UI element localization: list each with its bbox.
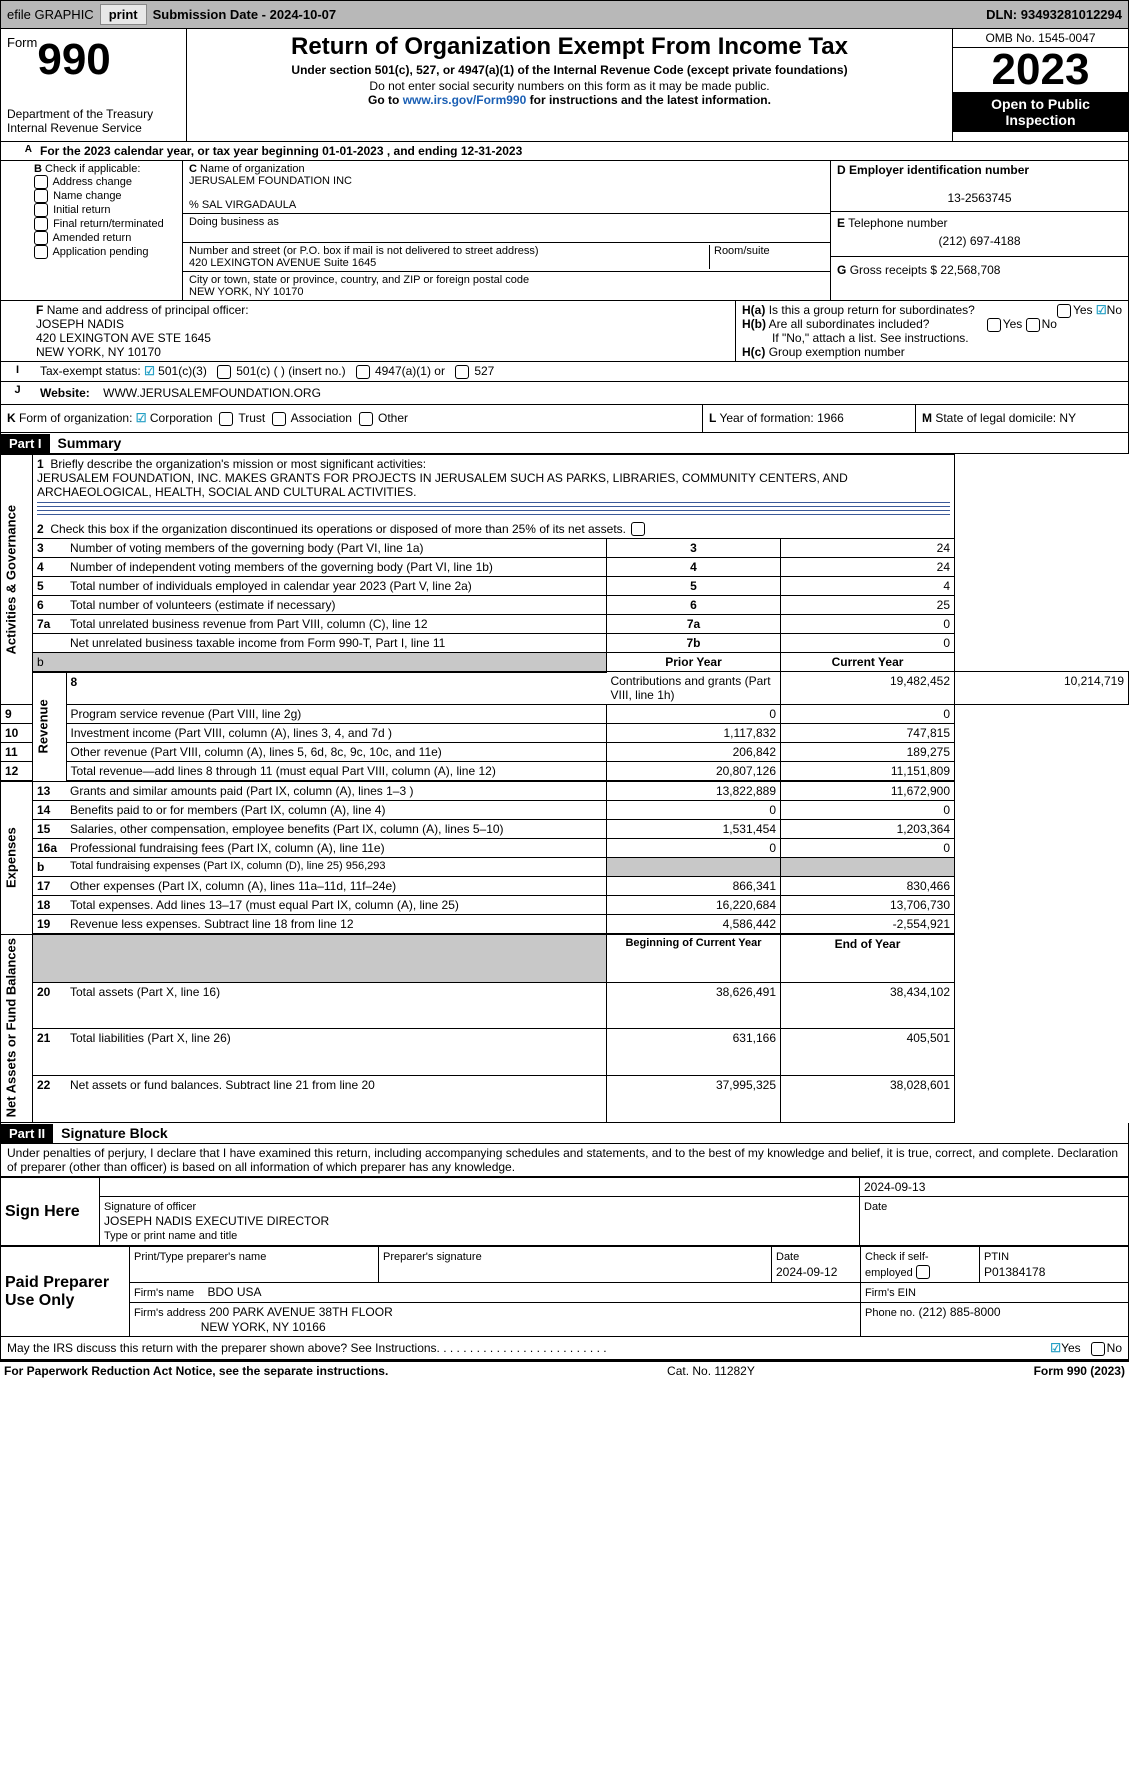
page-footer: For Paperwork Reduction Act Notice, see …: [0, 1360, 1129, 1380]
checkbox-501c[interactable]: [217, 365, 231, 379]
paid-preparer-table: Paid Preparer Use Only Print/Type prepar…: [0, 1246, 1129, 1337]
form-title-box: Return of Organization Exempt From Incom…: [187, 29, 952, 141]
checkbox-amended[interactable]: [34, 231, 48, 245]
checkbox-hb-no[interactable]: [1026, 318, 1040, 332]
form-id-box: Form990 Department of the Treasury Inter…: [1, 29, 187, 141]
left-margin: [0, 161, 30, 301]
section-j: Website: WWW.JERUSALEMFOUNDATION.ORG: [34, 382, 1129, 405]
city-state-zip: NEW YORK, NY 10170: [189, 286, 304, 298]
checkbox-discuss-no[interactable]: [1091, 1342, 1105, 1356]
sign-date: 2024-09-13: [860, 1178, 1129, 1197]
footer-right: Form 990 (2023): [1034, 1364, 1125, 1378]
section-i: Tax-exempt status: ☑ 501(c)(3) 501(c) ( …: [34, 362, 1129, 382]
may-discuss: May the IRS discuss this return with the…: [0, 1337, 1129, 1360]
sign-here-label: Sign Here: [1, 1178, 100, 1246]
form-subtitle: Under section 501(c), 527, or 4947(a)(1)…: [195, 63, 944, 77]
phone-value: (212) 697-4188: [837, 230, 1122, 252]
side-governance: Activities & Governance: [1, 454, 33, 705]
line-a: For the 2023 calendar year, or tax year …: [34, 142, 1129, 161]
checkbox-initial-return[interactable]: [34, 203, 48, 217]
footer-cat: Cat. No. 11282Y: [667, 1364, 755, 1378]
line-a-marker: A: [0, 142, 34, 161]
mission: JERUSALEM FOUNDATION, INC. MAKES GRANTS …: [37, 471, 848, 499]
section-h: H(a) Is this a group return for subordin…: [735, 301, 1128, 361]
footer-left: For Paperwork Reduction Act Notice, see …: [4, 1364, 388, 1378]
ptin: P01384178: [984, 1265, 1045, 1279]
form-title: Return of Organization Exempt From Incom…: [195, 33, 944, 61]
tax-year: 2023: [953, 48, 1128, 92]
room-suite-label: Room/suite: [709, 245, 824, 269]
care-of: % SAL VIRGADAULA: [189, 199, 296, 211]
checkbox-hb-yes[interactable]: [987, 318, 1001, 332]
efile-label: efile GRAPHIC: [7, 7, 94, 22]
checkbox-pending[interactable]: [34, 245, 48, 259]
checkbox-assoc[interactable]: [272, 412, 286, 426]
instructions-link[interactable]: www.irs.gov/Form990: [403, 93, 527, 107]
public-inspection-badge: Open to Public Inspection: [953, 92, 1128, 132]
dln-label: DLN: 93493281012294: [986, 7, 1122, 22]
submission-label: Submission Date - 2024-10-07: [153, 7, 337, 22]
checkbox-527[interactable]: [455, 365, 469, 379]
paid-preparer-label: Paid Preparer Use Only: [1, 1247, 130, 1337]
checkbox-ha-yes[interactable]: [1057, 304, 1071, 318]
website-url[interactable]: WWW.JERUSALEMFOUNDATION.ORG: [103, 386, 321, 400]
street-address: 420 LEXINGTON AVENUE Suite 1645: [189, 257, 376, 269]
ssn-warning: Do not enter social security numbers on …: [195, 79, 944, 93]
print-button[interactable]: print: [100, 4, 147, 25]
section-f: F Name and address of principal officer:…: [30, 301, 735, 361]
section-k: K Form of organization: ☑ Corporation Tr…: [0, 405, 703, 433]
part-i-header: Part ISummary: [0, 433, 1129, 454]
gross-receipts: 22,568,708: [940, 263, 1000, 277]
sign-here-table: Sign Here 2024-09-13 Signature of office…: [0, 1177, 1129, 1246]
section-l: L Year of formation: 1966: [703, 405, 916, 433]
section-b: B Check if applicable: Address change Na…: [30, 161, 183, 301]
section-m: M State of legal domicile: NY: [916, 405, 1129, 433]
checkbox-trust[interactable]: [219, 412, 233, 426]
firm-name: BDO USA: [208, 1285, 262, 1299]
part-ii-header: Part IISignature Block: [0, 1123, 1129, 1144]
side-netassets: Net Assets or Fund Balances: [1, 934, 33, 1122]
checkbox-address-change[interactable]: [34, 175, 48, 189]
checkbox-4947[interactable]: [356, 365, 370, 379]
instructions-link-line: Go to www.irs.gov/Form990 for instructio…: [195, 93, 944, 107]
checkbox-discontinued[interactable]: [631, 522, 645, 536]
officer-name: JOSEPH NADIS: [36, 317, 124, 331]
part-i-table: Activities & Governance 1 Briefly descri…: [0, 454, 1129, 1123]
firm-address: 200 PARK AVENUE 38TH FLOOR: [209, 1305, 393, 1319]
ein-value: 13-2563745: [837, 191, 1122, 205]
checkbox-other[interactable]: [359, 412, 373, 426]
firm-phone: (212) 885-8000: [919, 1305, 1001, 1319]
perjury-declaration: Under penalties of perjury, I declare th…: [0, 1144, 1129, 1177]
checkbox-name-change[interactable]: [34, 189, 48, 203]
section-d-e-g: D Employer identification number 13-2563…: [831, 161, 1129, 301]
checkbox-self-employed[interactable]: [916, 1265, 930, 1279]
checkbox-final-return[interactable]: [34, 217, 48, 231]
side-expenses: Expenses: [1, 781, 33, 934]
officer-signature: JOSEPH NADIS EXECUTIVE DIRECTOR: [104, 1214, 329, 1228]
dept-label: Department of the Treasury Internal Reve…: [7, 107, 180, 135]
section-c: C Name of organizationJERUSALEM FOUNDATI…: [183, 161, 831, 301]
top-toolbar: efile GRAPHIC print Submission Date - 20…: [0, 0, 1129, 29]
side-revenue: Revenue: [33, 672, 67, 782]
org-name: JERUSALEM FOUNDATION INC: [189, 175, 352, 187]
year-box: OMB No. 1545-0047 2023 Open to Public In…: [952, 29, 1128, 141]
